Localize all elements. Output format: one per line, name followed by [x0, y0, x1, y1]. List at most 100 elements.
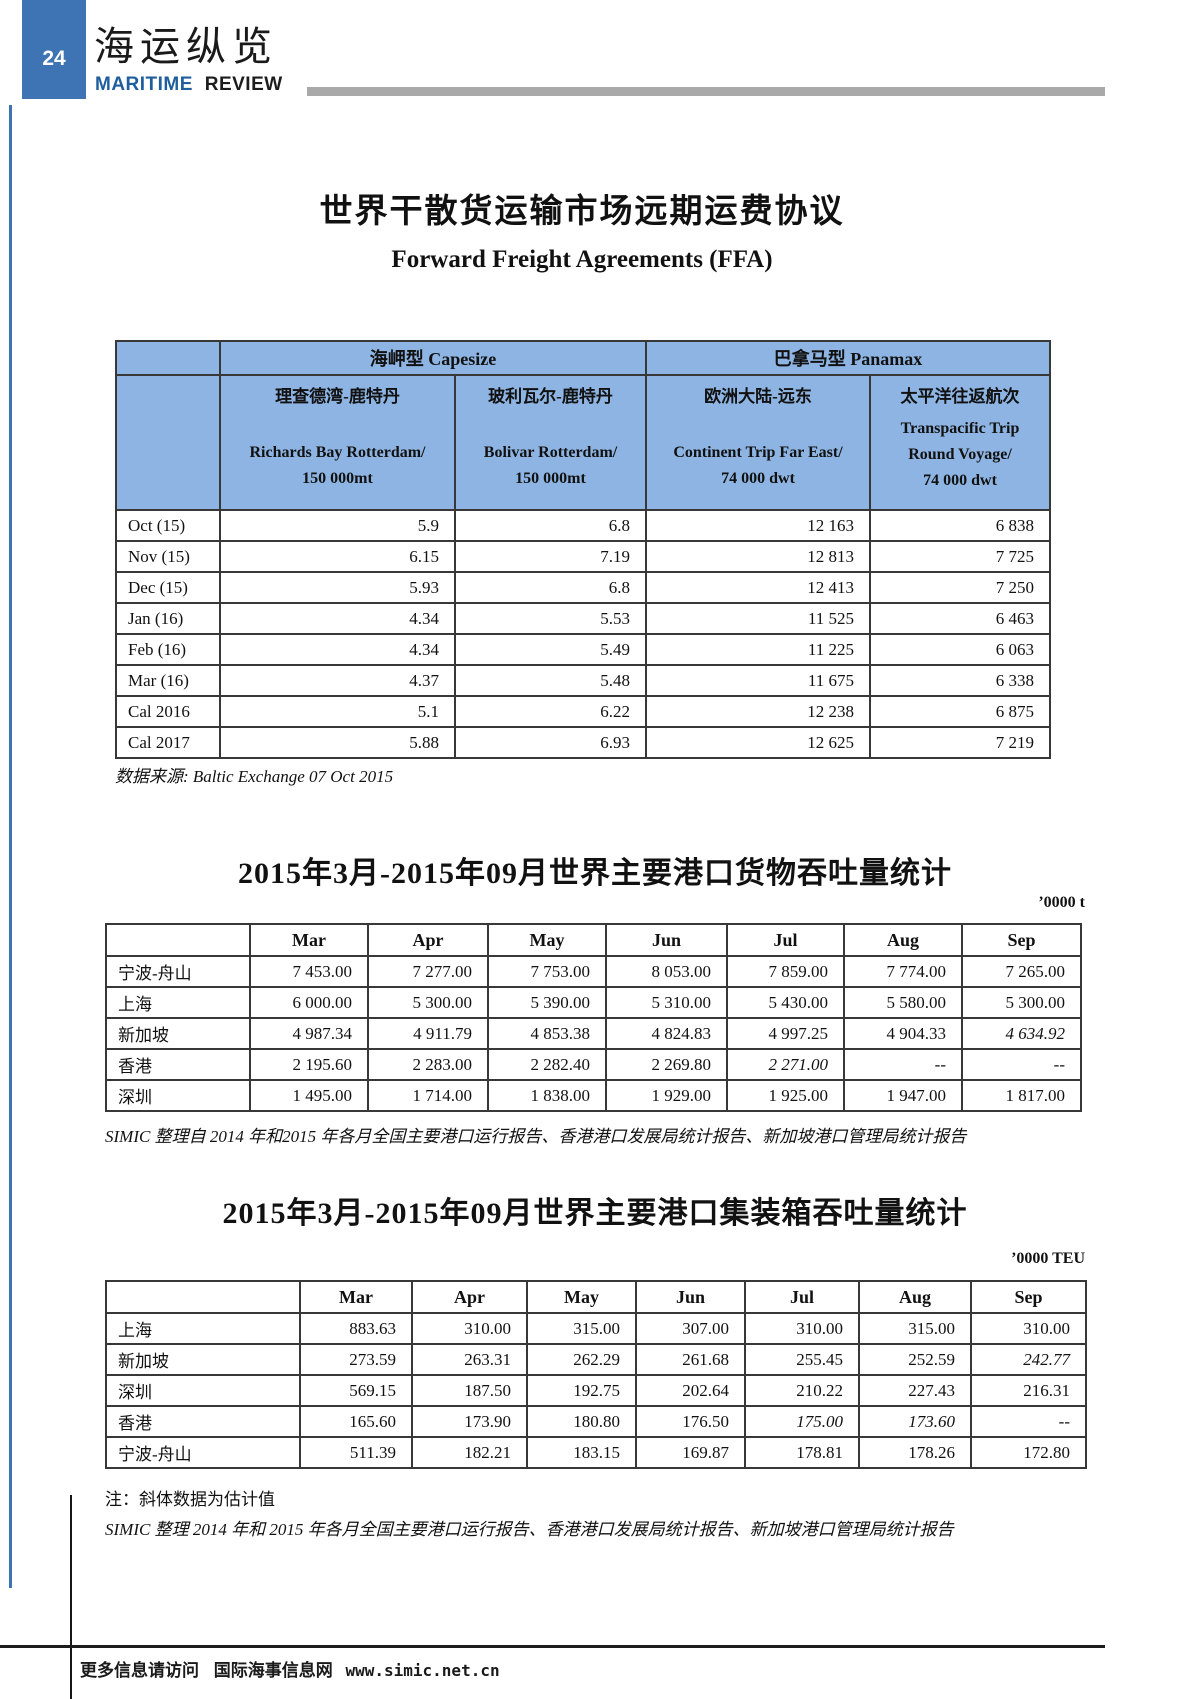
table-body: Mar Apr May Jun Jul Aug Sep 宁波-舟山 7 453.00 7 277.…: [105, 923, 1082, 1112]
row-label: 宁波-舟山: [105, 1436, 301, 1469]
data-cell: 11 525: [645, 602, 872, 635]
data-cell: 242.77: [970, 1343, 1087, 1376]
data-cell: 1 929.00: [605, 1079, 728, 1112]
data-cell: 216.31: [970, 1374, 1087, 1407]
data-cell: 165.60: [299, 1405, 413, 1438]
row-label: 宁波-舟山: [105, 955, 251, 988]
data-cell: 6 338: [869, 664, 1052, 697]
data-cell: 7 277.00: [367, 955, 489, 988]
table-row: 香港 2 195.60 2 283.00 2 282.40 2 269.80 2 271.…: [105, 1048, 1082, 1081]
data-cell: 7 453.00: [249, 955, 369, 988]
data-cell: 7 859.00: [726, 955, 845, 988]
data-cell: 7 250: [869, 571, 1052, 604]
table-row: 新加坡 273.59 263.31 262.29 261.68 255.45 252.59 2…: [105, 1343, 1087, 1376]
route-header-row: 理查德湾-鹿特丹 Richards Bay Rotterdam/150 000mt…: [115, 374, 1052, 511]
row-label: Oct (15): [115, 509, 221, 542]
table-row: 深圳 569.15 187.50 192.75 202.64 210.22 227.43 21…: [105, 1374, 1087, 1407]
data-cell: 176.50: [635, 1405, 746, 1438]
table-body: 海岬型 Capesize 巴拿马型 Panamax 理查德湾-鹿特丹 Richards…: [115, 340, 1052, 759]
table-row: Feb (16) 4.34 5.49 11 225 6 063: [115, 633, 1052, 666]
data-cell: 6.22: [453, 695, 648, 728]
route-name-en: Bolivar Rotterdam/: [483, 444, 618, 461]
data-cell: 7.19: [453, 540, 648, 573]
data-cell: 883.63: [299, 1312, 413, 1345]
table-row: 深圳 1 495.00 1 714.00 1 838.00 1 929.00 1 925.…: [105, 1079, 1082, 1112]
data-cell: 6.8: [453, 571, 648, 604]
table-row: 宁波-舟山 7 453.00 7 277.00 7 753.00 8 053.00 7 8…: [105, 955, 1082, 988]
table-row: Oct (15) 5.9 6.8 12 163 6 838: [115, 509, 1052, 542]
data-cell: 273.59: [299, 1343, 413, 1376]
data-cell: 4 987.34: [249, 1017, 369, 1050]
data-cell: 182.21: [411, 1436, 528, 1469]
table-row: Cal 2016 5.1 6.22 12 238 6 875: [115, 695, 1052, 728]
data-cell: 178.26: [858, 1436, 972, 1469]
container-throughput-table: Mar Apr May Jun Jul Aug Sep 上海 883.63 310.00 315.0…: [105, 1280, 1087, 1469]
table-row: Cal 2017 5.88 6.93 12 625 7 219: [115, 726, 1052, 759]
cargo-throughput-table: Mar Apr May Jun Jul Aug Sep 宁波-舟山 7 453.00 7 277.…: [105, 923, 1082, 1112]
footer-visit-text: 更多信息请访问: [80, 1661, 199, 1680]
data-cell: 255.45: [744, 1343, 860, 1376]
group-header-row: 海岬型 Capesize 巴拿马型 Panamax: [115, 340, 1052, 376]
table-row: 宁波-舟山 511.39 182.21 183.15 169.87 178.81 178.2…: [105, 1436, 1087, 1469]
month-header: Aug: [858, 1280, 972, 1314]
masthead-rule: [307, 87, 1105, 96]
data-cell: 5.93: [219, 571, 456, 604]
month-header: Sep: [961, 923, 1082, 957]
month-header-row: Mar Apr May Jun Jul Aug Sep: [105, 1280, 1087, 1314]
route-unit: 150 000mt: [515, 470, 586, 487]
route-unit: 74 000 dwt: [721, 470, 795, 487]
month-header: May: [487, 923, 607, 957]
data-cell: 2 195.60: [249, 1048, 369, 1081]
cargo-section-title: 2015年3月-2015年09月世界主要港口货物吞吐量统计: [238, 857, 952, 890]
data-cell: 5 390.00: [487, 986, 607, 1019]
data-cell: 6.93: [453, 726, 648, 759]
page-number-box: 24: [22, 0, 86, 99]
container-unit-label: ’0000 TEU: [1011, 1250, 1085, 1267]
footer-url: www.simic.net.cn: [345, 1661, 500, 1680]
corner-cell: [105, 1280, 301, 1314]
row-label: 上海: [105, 986, 251, 1019]
data-cell: 315.00: [526, 1312, 637, 1345]
data-cell: 307.00: [635, 1312, 746, 1345]
row-label: 深圳: [105, 1079, 251, 1112]
page-number: 24: [42, 46, 66, 70]
ffa-table: 海岬型 Capesize 巴拿马型 Panamax 理查德湾-鹿特丹 Richards…: [115, 340, 1052, 759]
italic-estimate-note: 注：斜体数据为估计值: [105, 1490, 275, 1509]
data-cell: 315.00: [858, 1312, 972, 1345]
data-cell: 192.75: [526, 1374, 637, 1407]
data-cell: --: [961, 1048, 1082, 1081]
corner-cell: [105, 923, 251, 957]
footer: 更多信息请访问 国际海事信息网 www.simic.net.cn: [80, 1656, 500, 1681]
month-header: Sep: [970, 1280, 1087, 1314]
data-cell: 5 580.00: [843, 986, 963, 1019]
data-cell: 5.1: [219, 695, 456, 728]
table-body: Mar Apr May Jun Jul Aug Sep 上海 883.63 310.00 315.0…: [105, 1280, 1087, 1469]
row-label: Cal 2017: [115, 726, 221, 759]
data-cell: --: [843, 1048, 963, 1081]
data-cell: 1 817.00: [961, 1079, 1082, 1112]
data-cell: 310.00: [411, 1312, 528, 1345]
data-cell: 1 838.00: [487, 1079, 607, 1112]
row-label: 新加坡: [105, 1343, 301, 1376]
masthead-maritime: MARITIME: [95, 74, 193, 95]
ffa-title-cn: 世界干散货运输市场远期运费协议: [319, 194, 845, 230]
data-cell: 4.34: [219, 633, 456, 666]
data-cell: 11 225: [645, 633, 872, 666]
route-name-cn: 理查德湾-鹿特丹: [275, 387, 400, 406]
row-label: Nov (15): [115, 540, 221, 573]
data-cell: 6.8: [453, 509, 648, 542]
month-header: May: [526, 1280, 637, 1314]
row-label: 深圳: [105, 1374, 301, 1407]
data-cell: 178.81: [744, 1436, 860, 1469]
data-cell: 511.39: [299, 1436, 413, 1469]
data-cell: 6 875: [869, 695, 1052, 728]
data-cell: 1 714.00: [367, 1079, 489, 1112]
table-row: Nov (15) 6.15 7.19 12 813 7 725: [115, 540, 1052, 573]
data-cell: 569.15: [299, 1374, 413, 1407]
left-accent-line: [9, 105, 12, 1588]
masthead-title-cn: 海运纵览: [94, 24, 278, 69]
data-cell: 252.59: [858, 1343, 972, 1376]
data-cell: 5.9: [219, 509, 456, 542]
month-header: Apr: [411, 1280, 528, 1314]
